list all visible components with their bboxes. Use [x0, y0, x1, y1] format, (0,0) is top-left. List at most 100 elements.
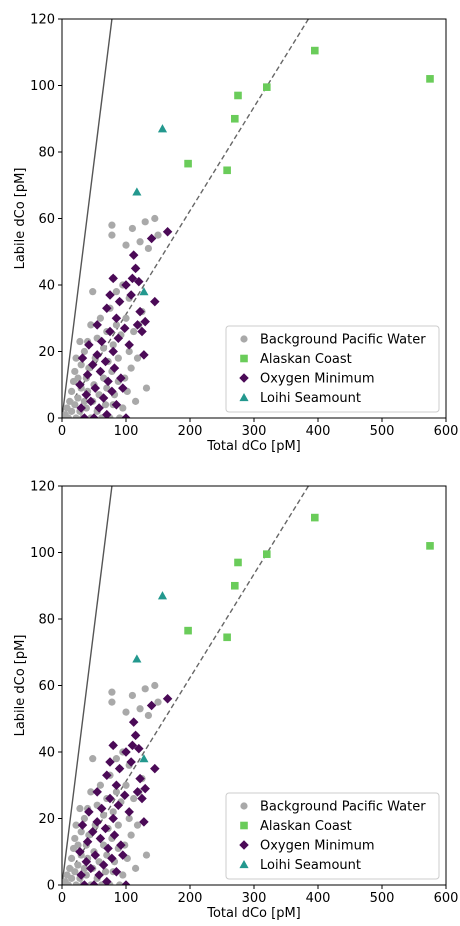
data-point: [108, 273, 118, 284]
data-point: [112, 321, 121, 329]
legend-entry: Alaskan Coast: [240, 352, 352, 367]
data-point: [135, 773, 145, 784]
data-point: [134, 743, 144, 754]
data-point: [157, 591, 168, 600]
data-point: [137, 326, 147, 337]
data-point: [86, 396, 96, 407]
data-point: [81, 856, 92, 867]
series-alaskan-coast: [184, 513, 434, 642]
data-point: [311, 46, 319, 55]
data-point: [426, 542, 434, 550]
legend-marker: [240, 354, 248, 363]
data-point: [103, 843, 113, 854]
data-point: [92, 350, 102, 360]
data-point: [67, 407, 76, 415]
data-point: [101, 868, 110, 876]
x-tick-label: 500: [370, 424, 395, 439]
data-point: [119, 790, 130, 800]
data-point: [76, 870, 86, 880]
y-tick-label: 0: [47, 412, 55, 427]
data-point: [128, 250, 139, 260]
data-point: [100, 823, 111, 834]
data-point: [89, 880, 99, 885]
data-point: [124, 807, 134, 817]
data-point: [71, 868, 79, 876]
data-point: [184, 626, 192, 635]
data-point: [122, 781, 130, 789]
y-tick-label: 60: [38, 212, 55, 227]
data-point: [154, 698, 162, 706]
data-point: [111, 780, 122, 790]
data-point: [103, 851, 111, 859]
data-point: [89, 755, 97, 763]
series-loihi-seamount: [132, 124, 168, 296]
x-tick-label: 0: [58, 424, 66, 439]
data-point: [79, 880, 90, 885]
data-point: [311, 513, 319, 522]
legend-entry: Loihi Seamount: [239, 858, 361, 873]
legend-marker: [239, 373, 249, 383]
legend-entry: Alaskan Coast: [240, 819, 352, 834]
data-point: [131, 397, 140, 405]
x-tick-label: 300: [242, 424, 267, 439]
data-point: [139, 350, 149, 360]
legend-entry: Oxygen Minimum: [239, 372, 375, 387]
legend-box: [225, 325, 440, 413]
data-point: [136, 705, 144, 713]
y-tick-label: 40: [38, 746, 55, 761]
data-point: [146, 233, 157, 244]
plot-area: [62, 19, 434, 418]
legend: Background Pacific Water Alaskan Coast Oxy…: [225, 325, 440, 413]
data-point: [72, 821, 80, 829]
legend-label: Background Pacific Water: [260, 333, 426, 348]
data-point: [223, 633, 231, 642]
data-point: [114, 296, 125, 307]
chart-panel-1: 0 100 200 300 400 500 600 0 20 40 60 80 100 120 Total …: [13, 13, 458, 455]
x-tick-label: 0: [58, 891, 66, 906]
data-point: [66, 864, 74, 872]
data-point: [234, 558, 242, 567]
data-point: [154, 231, 162, 239]
data-point: [96, 314, 105, 322]
data-point: [87, 788, 95, 796]
data-point: [95, 366, 106, 377]
data-point: [118, 850, 128, 860]
data-point: [75, 847, 85, 857]
legend-entry: Loihi Seamount: [239, 391, 361, 406]
legend-marker: [240, 821, 248, 830]
x-tick-label: 100: [114, 424, 139, 439]
data-point: [74, 861, 82, 869]
data-point: [82, 871, 90, 879]
legend: Background Pacific Water Alaskan Coast Oxy…: [225, 792, 440, 880]
data-point: [263, 550, 271, 558]
data-point: [77, 361, 85, 369]
data-point: [109, 830, 120, 840]
data-point: [82, 404, 90, 412]
data-point: [127, 364, 135, 372]
y-tick-label: 120: [30, 480, 55, 495]
data-point: [82, 370, 93, 380]
data-point: [87, 321, 95, 329]
data-point: [121, 880, 131, 885]
x-tick-label: 400: [306, 424, 331, 439]
data-point: [426, 75, 434, 83]
data-point: [82, 837, 93, 847]
x-tick-label: 200: [178, 424, 203, 439]
data-point: [76, 403, 86, 413]
data-point: [118, 383, 128, 393]
y-tick-label: 60: [38, 679, 55, 694]
data-point: [86, 863, 96, 874]
data-point: [107, 853, 117, 864]
solid-reference-line: [62, 19, 113, 418]
data-point: [67, 874, 76, 882]
y-tick-label: 20: [38, 812, 55, 827]
data-point: [102, 409, 112, 418]
data-point: [67, 387, 76, 396]
data-point: [140, 316, 150, 327]
dashed-reference-line: [62, 486, 309, 885]
data-point: [107, 386, 117, 397]
data-point: [125, 814, 133, 823]
series-oxygen-minimum: [75, 694, 173, 885]
data-point: [109, 341, 117, 349]
data-point: [121, 413, 131, 418]
